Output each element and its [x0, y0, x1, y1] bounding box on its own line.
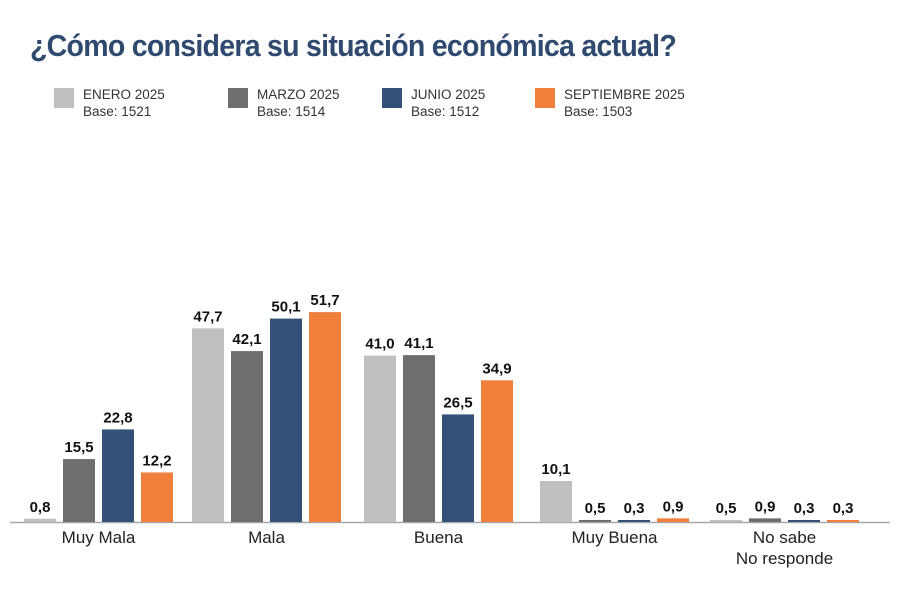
- data-label: 0,5: [716, 500, 737, 517]
- data-label: 15,5: [64, 439, 93, 456]
- legend-label: JUNIO 2025: [411, 87, 486, 102]
- bar: [403, 355, 435, 522]
- legend-base: Base: 1512: [411, 104, 480, 119]
- bar: [270, 318, 302, 522]
- data-label: 47,7: [193, 308, 222, 325]
- data-label: 22,8: [103, 409, 132, 426]
- legend-label: ENERO 2025: [83, 87, 165, 102]
- bar: [231, 351, 263, 522]
- data-label: 41,1: [404, 335, 433, 352]
- bar: [579, 519, 611, 522]
- data-label: 41,0: [365, 336, 394, 353]
- legend-swatch: [535, 88, 555, 108]
- category-label: Muy Mala: [62, 528, 136, 547]
- legend-label: MARZO 2025: [257, 87, 340, 102]
- bar: [102, 429, 134, 522]
- bar: [540, 480, 572, 522]
- data-label: 0,8: [30, 499, 51, 516]
- legend-swatch: [228, 88, 248, 108]
- bar: [141, 472, 173, 522]
- bar: [618, 520, 650, 522]
- bar: [710, 519, 742, 522]
- legend-swatch: [54, 88, 74, 108]
- legend-item-junio: JUNIO 2025 Base: 1512: [382, 86, 485, 120]
- bar: [192, 328, 224, 522]
- data-label: 12,2: [142, 452, 171, 469]
- data-label: 0,3: [833, 500, 854, 517]
- data-label: 50,1: [271, 299, 300, 316]
- category-label: No sabe: [753, 528, 816, 547]
- category-label: Mala: [248, 528, 285, 547]
- data-label: 0,5: [585, 500, 606, 517]
- bar: [788, 520, 820, 522]
- legend: ENERO 2025 Base: 1521 MARZO 2025 Base: 151…: [0, 86, 900, 126]
- legend-base: Base: 1514: [257, 104, 326, 119]
- legend-item-marzo: MARZO 2025 Base: 1514: [228, 86, 340, 120]
- category-label: Muy Buena: [572, 528, 659, 547]
- bar: [749, 518, 781, 522]
- data-label: 26,5: [443, 394, 472, 411]
- data-label: 34,9: [482, 360, 511, 377]
- category-label: Buena: [414, 528, 464, 547]
- bar: [481, 380, 513, 522]
- bar: [827, 520, 859, 522]
- bar: [309, 312, 341, 522]
- data-label: 10,1: [541, 461, 570, 478]
- data-label: 0,9: [755, 498, 776, 515]
- legend-swatch: [382, 88, 402, 108]
- bar: [24, 518, 56, 522]
- legend-base: Base: 1503: [564, 104, 633, 119]
- bar: [442, 414, 474, 522]
- category-label: No responde: [736, 549, 833, 568]
- chart-title: ¿Cómo considera su situación económica a…: [30, 28, 677, 63]
- bar: [657, 518, 689, 522]
- data-label: 0,9: [663, 498, 684, 515]
- data-label: 0,3: [624, 500, 645, 517]
- data-label: 42,1: [232, 331, 261, 348]
- data-label: 0,3: [794, 500, 815, 517]
- bar: [63, 459, 95, 522]
- legend-base: Base: 1521: [83, 104, 152, 119]
- data-label: 51,7: [310, 292, 339, 309]
- bar: [364, 355, 396, 522]
- legend-item-enero: ENERO 2025 Base: 1521: [54, 86, 165, 120]
- legend-item-septiembre: SEPTIEMBRE 2025 Base: 1503: [535, 86, 685, 120]
- legend-label: SEPTIEMBRE 2025: [564, 87, 685, 102]
